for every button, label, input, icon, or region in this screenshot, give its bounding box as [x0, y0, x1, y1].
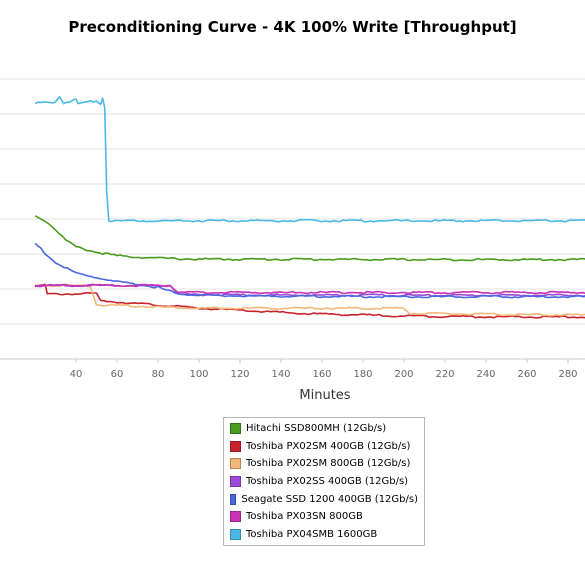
x-tick-label: 80 [152, 369, 165, 380]
legend-item-4: Seagate SSD 1200 400GB (12Gb/s) [230, 490, 418, 508]
legend-label: Toshiba PX02SM 400GB (12Gb/s) [246, 440, 411, 452]
x-tick-label: 160 [312, 369, 331, 380]
legend-item-6: Toshiba PX04SMB 1600GB [230, 526, 418, 544]
legend: Hitachi SSD800MH (12Gb/s) Toshiba PX02SM … [223, 417, 425, 546]
legend-swatch [230, 493, 237, 505]
legend-label: Toshiba PX03SN 800GB [246, 511, 363, 523]
x-tick-label: 180 [353, 369, 372, 380]
legend-label: Toshiba PX04SMB 1600GB [246, 528, 378, 540]
legend-item-0: Hitachi SSD800MH (12Gb/s) [230, 420, 418, 438]
x-tick-label: 140 [271, 369, 290, 380]
series-line-6 [34, 95, 585, 223]
legend-label: Seagate SSD 1200 400GB (12Gb/s) [241, 493, 418, 505]
chart-title: Preconditioning Curve - 4K 100% Write [T… [68, 18, 517, 36]
series-line-1 [34, 283, 585, 319]
x-tick-label: 200 [394, 369, 413, 380]
series-line-2 [34, 283, 585, 317]
legend-item-1: Toshiba PX02SM 400GB (12Gb/s) [230, 438, 418, 456]
legend-swatch [230, 511, 241, 523]
legend-label: Toshiba PX02SM 800GB (12Gb/s) [246, 458, 411, 470]
x-tick-label: 60 [111, 369, 124, 380]
series-line-5 [34, 283, 585, 295]
x-tick-label: 280 [558, 369, 577, 380]
legend-swatch [230, 528, 241, 540]
legend-label: Hitachi SSD800MH (12Gb/s) [246, 423, 387, 435]
legend-item-2: Toshiba PX02SM 800GB (12Gb/s) [230, 455, 418, 473]
x-tick-label: 40 [70, 369, 83, 380]
plot-area: 406080100120140160180200220240260280300 [0, 78, 585, 380]
series-line-0 [34, 215, 585, 262]
legend-swatch [230, 458, 241, 470]
legend-swatch [230, 440, 241, 452]
legend-item-5: Toshiba PX03SN 800GB [230, 508, 418, 526]
legend-label: Toshiba PX02SS 400GB (12Gb/s) [246, 476, 409, 488]
x-tick-label: 100 [189, 369, 208, 380]
legend-swatch [230, 476, 241, 488]
x-tick-label: 220 [435, 369, 454, 380]
legend-swatch [230, 423, 241, 435]
series-line-4 [34, 242, 585, 299]
x-tick-label: 260 [517, 369, 536, 380]
legend-item-3: Toshiba PX02SS 400GB (12Gb/s) [230, 473, 418, 491]
x-tick-label: 120 [230, 369, 249, 380]
x-tick-labels: 406080100120140160180200220240260280300 [70, 359, 578, 380]
x-tick-label: 240 [476, 369, 495, 380]
x-axis-label: Minutes [299, 388, 351, 403]
series-lines [34, 95, 585, 319]
grid-lines [0, 78, 585, 360]
